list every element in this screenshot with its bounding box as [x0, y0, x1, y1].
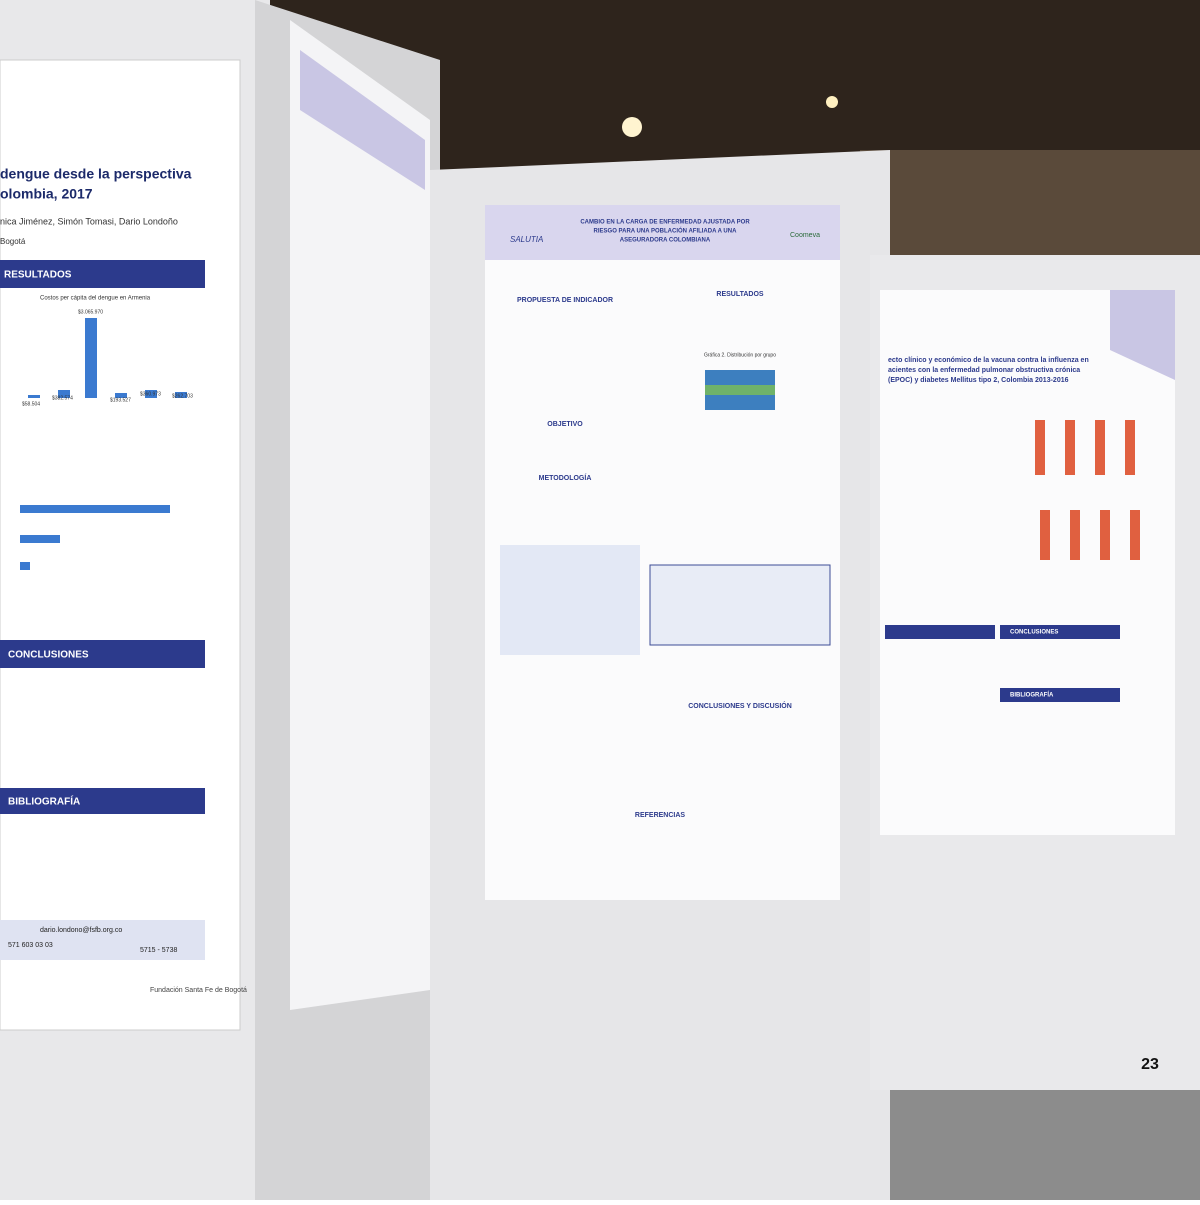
poster-title: acientes con la enfermedad pulmonar obst…	[888, 367, 1080, 374]
section-heading: CONCLUSIONES	[1010, 630, 1058, 636]
section-heading: BIBLIOGRAFÍA	[8, 795, 80, 808]
poster-title: dengue desde la perspectiva	[0, 166, 192, 182]
extension: 5715 - 5738	[140, 947, 177, 954]
section-heading: METODOLOGÍA	[539, 473, 592, 482]
poster-title: olombia, 2017	[0, 186, 93, 202]
foundation: Fundación Santa Fe de Bogotá	[150, 987, 247, 994]
poster-title: (EPOC) y diabetes Mellitus tipo 2, Colom…	[888, 377, 1069, 384]
bar-label: $193.527	[110, 397, 131, 403]
authors: nica Jiménez, Simón Tomasi, Dario Londoñ…	[0, 216, 178, 226]
section-heading: BIBLIOGRAFÍA	[1010, 691, 1054, 699]
bar-label: $58.504	[22, 401, 40, 407]
logo: SALUTIA	[510, 235, 543, 244]
chart-title: Costos per cápita del dengue en Armenia	[40, 296, 151, 302]
section-heading: RESULTADOS	[716, 291, 764, 298]
bar-label: $262.703	[172, 393, 193, 399]
section-heading: CONCLUSIONES	[8, 650, 89, 661]
affiliation: Bogotá	[0, 237, 26, 246]
logo: Coomeva	[790, 232, 820, 239]
poster-title: RIESGO PARA UNA POBLACIÓN AFILIADA A UNA	[594, 227, 738, 235]
panel-number: 23	[1141, 1056, 1159, 1073]
figure-caption: Gráfica 2. Distribución por grupo	[704, 352, 776, 358]
bar-label: $360.973	[140, 391, 161, 397]
section-heading: PROPUESTA DE INDICADOR	[517, 297, 613, 304]
bar-label: $3.065.970	[78, 309, 103, 315]
poster-title: CAMBIO EN LA CARGA DE ENFERMEDAD AJUSTAD…	[580, 220, 750, 226]
section-heading: REFERENCIAS	[635, 812, 686, 819]
phone: 571 603 03 03	[8, 942, 53, 949]
section-heading: RESULTADOS	[4, 270, 72, 281]
section-heading: CONCLUSIONES Y DISCUSIÓN	[688, 701, 792, 710]
poster-title: ecto clínico y económico de la vacuna co…	[888, 357, 1089, 364]
bar-label: $382.574	[52, 395, 73, 401]
contact: dario.londono@fsfb.org.co	[40, 927, 122, 934]
poster-title: ASEGURADORA COLOMBIANA	[620, 238, 711, 244]
section-heading: OBJETIVO	[547, 421, 583, 428]
